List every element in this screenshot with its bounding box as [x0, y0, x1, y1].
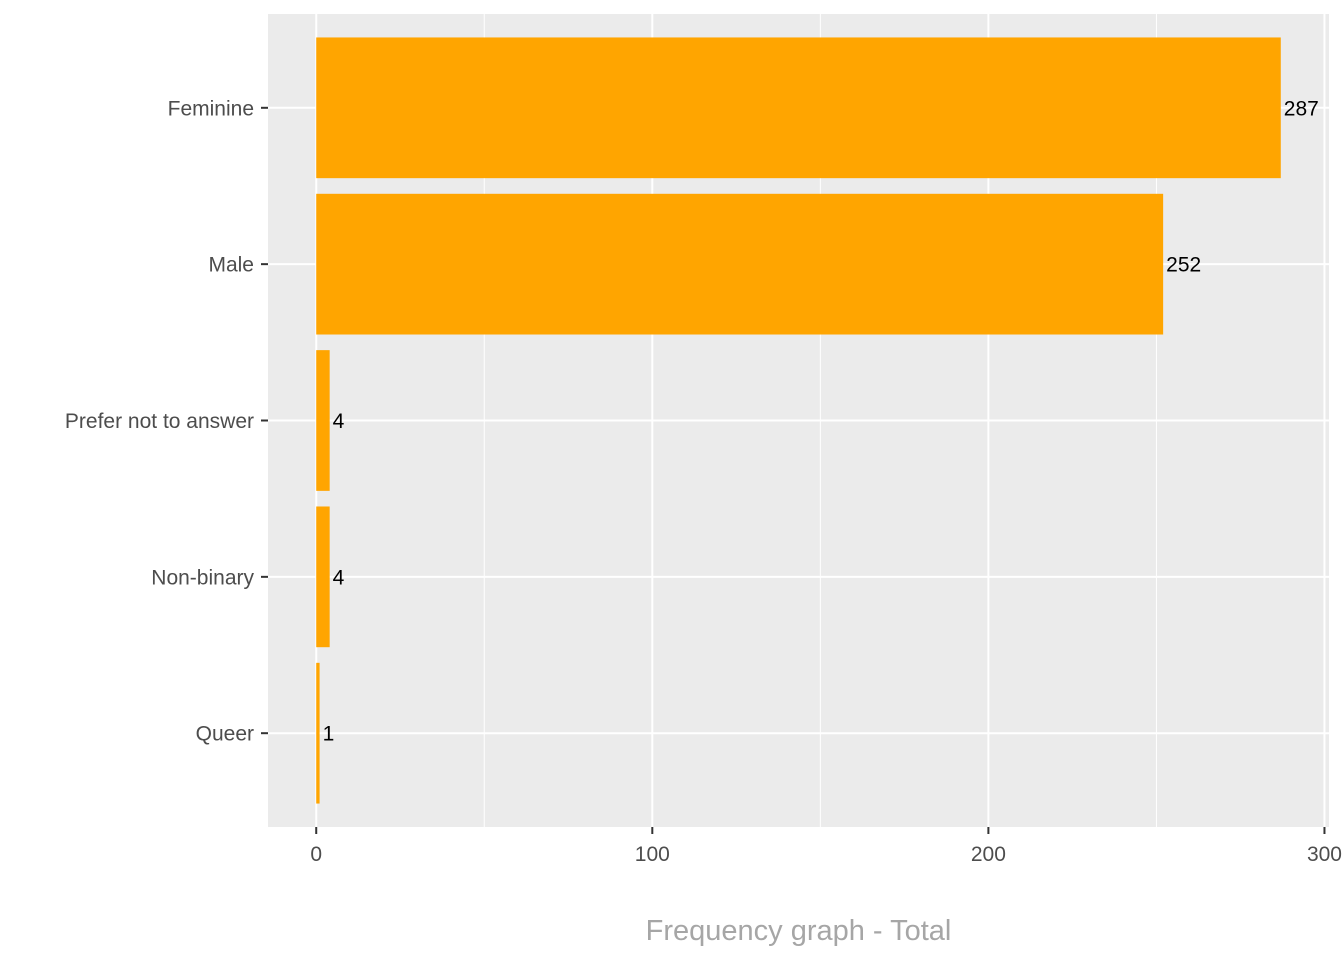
x-axis: 0 100 200 300 [310, 827, 1342, 866]
y-tick-label: Non-binary [151, 566, 254, 589]
y-tick-label: Male [208, 254, 254, 277]
bars [316, 37, 1281, 804]
x-tick-label: 300 [1307, 843, 1342, 866]
data-labels: 287 252 4 4 1 [323, 97, 1319, 745]
bar [316, 350, 330, 491]
data-label: 252 [1166, 254, 1201, 277]
bar [316, 37, 1281, 179]
y-tick-label: Prefer not to answer [65, 410, 254, 433]
data-label: 4 [333, 566, 345, 589]
bar [316, 193, 1164, 335]
bar [316, 662, 320, 804]
data-label: 4 [333, 410, 345, 433]
bar [316, 506, 330, 648]
x-axis-title: Frequency graph - Total [646, 915, 952, 947]
x-tick-label: 0 [310, 843, 322, 866]
data-label: 1 [323, 723, 335, 746]
x-tick-label: 200 [971, 843, 1006, 866]
y-tick-label: Feminine [168, 97, 254, 120]
data-label: 287 [1284, 97, 1319, 120]
y-axis: Feminine Male Prefer not to answer Non-bina… [65, 97, 268, 746]
y-tick-label: Queer [196, 723, 254, 746]
x-tick-label: 100 [635, 843, 670, 866]
